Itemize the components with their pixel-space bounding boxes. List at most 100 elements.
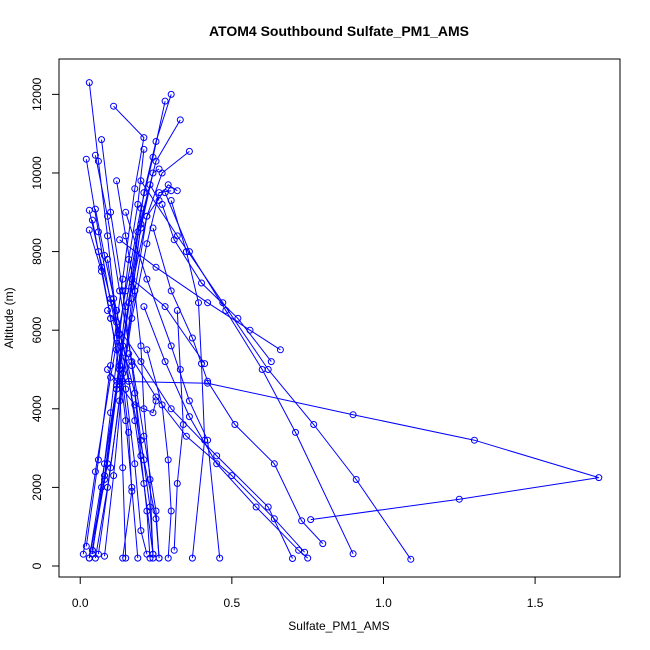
series-line: [101, 139, 154, 555]
data-point: [204, 377, 212, 385]
y-axis-label: Altitude (m): [2, 287, 16, 348]
series-16: [91, 187, 175, 562]
series-line: [119, 239, 281, 351]
series-line: [91, 149, 145, 555]
data-point: [319, 540, 327, 548]
data-point: [161, 303, 169, 311]
data-point: [88, 546, 96, 554]
series-33: [143, 346, 175, 562]
series-29: [104, 307, 296, 562]
data-point: [140, 405, 148, 413]
data-point: [137, 342, 145, 350]
data-point: [128, 362, 136, 370]
data-point: [119, 464, 127, 472]
data-point: [213, 452, 221, 460]
data-point: [113, 377, 121, 385]
data-point: [152, 263, 160, 271]
series-line: [173, 310, 184, 551]
y-tick-label: 12000: [30, 77, 44, 111]
data-point: [158, 169, 166, 177]
data-point: [228, 472, 236, 480]
data-point: [234, 314, 242, 322]
data-point: [131, 185, 139, 193]
data-point: [131, 460, 139, 468]
data-point: [91, 554, 99, 562]
data-point: [173, 307, 181, 314]
data-point: [407, 555, 415, 563]
data-point: [137, 527, 145, 535]
x-tick-label: 0.0: [72, 596, 89, 610]
data-point: [113, 307, 121, 314]
data-point: [107, 208, 115, 216]
data-point: [470, 436, 478, 444]
series-line: [170, 200, 206, 559]
data-point: [292, 428, 299, 436]
data-point: [137, 452, 145, 460]
data-point: [128, 275, 136, 283]
series-28: [137, 177, 415, 563]
data-point: [98, 136, 105, 144]
data-point: [167, 342, 175, 350]
data-point: [295, 546, 303, 554]
series-15: [113, 177, 157, 562]
data-point: [349, 550, 357, 558]
series-line: [140, 180, 412, 560]
data-point: [82, 542, 90, 550]
series-21: [158, 200, 275, 366]
data-point: [204, 379, 212, 387]
data-point: [85, 226, 93, 234]
series-11: [98, 136, 157, 558]
data-point: [167, 507, 175, 515]
data-point: [149, 169, 157, 177]
data-point: [264, 366, 272, 373]
data-point: [310, 421, 318, 428]
data-point: [164, 554, 172, 562]
data-point: [116, 397, 124, 405]
data-point: [204, 299, 212, 307]
data-point: [198, 279, 205, 287]
data-point: [134, 200, 142, 208]
data-point: [173, 232, 181, 240]
series-26: [161, 189, 357, 558]
data-point: [185, 147, 193, 155]
data-point: [137, 177, 145, 185]
data-point: [195, 299, 202, 307]
series-27: [140, 303, 312, 562]
data-point: [125, 350, 133, 358]
data-point: [122, 208, 130, 216]
series-line: [104, 183, 160, 557]
data-point: [110, 295, 118, 303]
data-point: [149, 409, 157, 417]
data-point: [94, 157, 102, 165]
data-point: [140, 189, 148, 197]
series-line: [116, 180, 154, 559]
data-point: [164, 456, 172, 464]
data-point: [128, 314, 136, 322]
data-point: [143, 212, 151, 220]
series-32: [170, 307, 187, 554]
data-point: [289, 555, 296, 562]
data-point: [176, 116, 184, 124]
series-30: [125, 350, 309, 556]
data-point: [146, 503, 154, 511]
data-point: [116, 236, 124, 244]
data-point: [246, 326, 254, 334]
series-line: [116, 380, 599, 521]
data-point: [85, 79, 93, 87]
data-point: [213, 460, 221, 468]
data-point: [270, 515, 278, 523]
data-point: [167, 405, 175, 413]
data-point: [94, 228, 102, 236]
x-tick-label: 1.0: [375, 596, 392, 610]
series-line: [94, 190, 172, 559]
chart-title: ATOM4 Southbound Sulfate_PM1_AMS: [209, 23, 469, 39]
data-point: [267, 358, 275, 366]
data-point: [128, 295, 136, 303]
data-point: [158, 401, 166, 409]
y-tick-label: 4000: [30, 395, 44, 422]
data-point: [595, 474, 603, 482]
y-tick-label: 6000: [30, 317, 44, 344]
data-point: [122, 232, 130, 240]
data-point: [82, 155, 90, 163]
